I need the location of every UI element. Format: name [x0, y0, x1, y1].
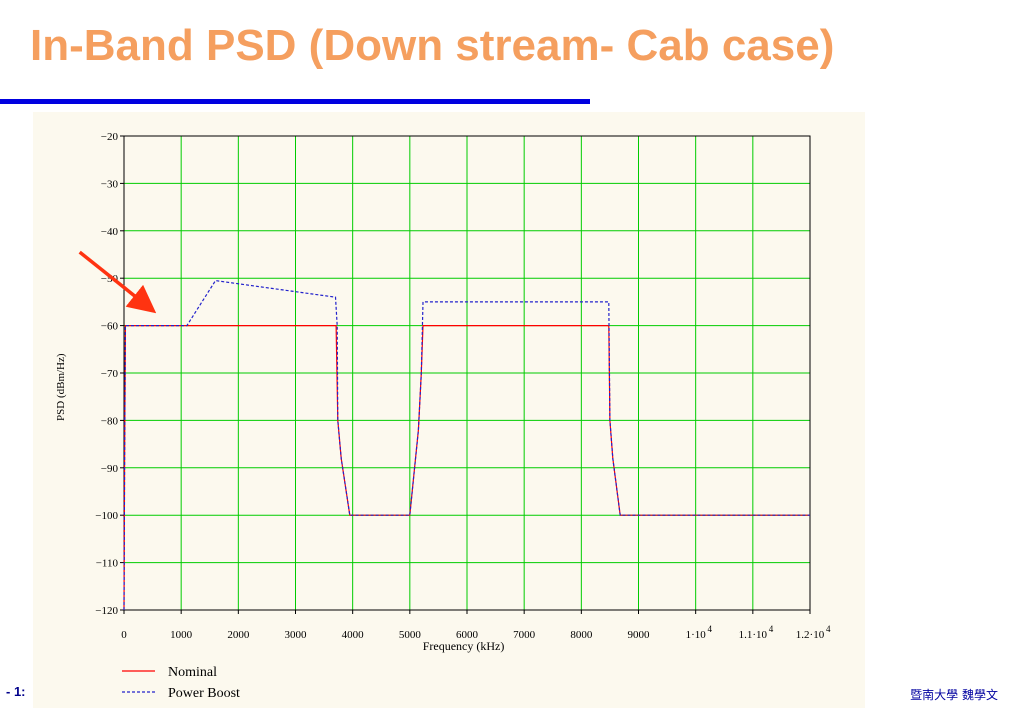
chart-panel: −20 −30 −40 −50 −60 −70 −80 −90 −100 −110 −120 0 10… — [33, 112, 865, 708]
x-tick-label: 1.2·10 — [796, 629, 825, 641]
legend: Nominal Power Boost — [122, 665, 240, 701]
series-line-power-boost — [123, 279, 810, 611]
y-tick-label: −30 — [101, 178, 119, 190]
y-tick-label: −20 — [101, 131, 119, 143]
y-axis-label: PSD (dBm/Hz) — [55, 353, 67, 421]
page-number: - 1: — [6, 684, 26, 699]
x-tick-exponent: 4 — [769, 624, 774, 634]
y-tick-label: −80 — [101, 415, 119, 427]
y-tick-label: −120 — [95, 605, 118, 617]
footer-credit: 暨南大學 魏學文 — [910, 688, 998, 702]
x-tick-label: 0 — [121, 629, 127, 641]
legend-label: Nominal — [168, 665, 217, 680]
x-tick-label: 1·10 — [686, 629, 707, 641]
x-tick-label: 6000 — [456, 629, 479, 641]
x-tick-label: 8000 — [570, 629, 593, 641]
x-tick-label: 4000 — [342, 629, 365, 641]
x-tick-label: 2000 — [227, 629, 250, 641]
title-underline — [0, 99, 590, 104]
x-axis-ticks: 0 1000 2000 3000 4000 5000 6000 7000 8000 9000 1·1… — [121, 610, 831, 641]
x-tick-exponent: 4 — [708, 624, 713, 634]
y-tick-label: −70 — [101, 368, 119, 380]
x-tick-label: 7000 — [513, 629, 536, 641]
slide-title: In-Band PSD (Down stream- Cab case) — [30, 21, 835, 70]
x-axis-label: Frequency (kHz) — [423, 639, 505, 653]
series-lines — [123, 279, 810, 611]
x-tick-label: 1.1·10 — [739, 629, 768, 641]
y-axis-ticks: −20 −30 −40 −50 −60 −70 −80 −90 −100 −110 −120 — [95, 131, 124, 617]
legend-label: Power Boost — [168, 686, 240, 701]
y-tick-label: −100 — [95, 510, 118, 522]
y-tick-label: −90 — [101, 463, 119, 475]
y-tick-label: −50 — [101, 273, 119, 285]
x-tick-exponent: 4 — [826, 624, 831, 634]
x-tick-label: 1000 — [170, 629, 193, 641]
x-tick-label: 3000 — [285, 629, 308, 641]
psd-chart: −20 −30 −40 −50 −60 −70 −80 −90 −100 −110 −120 0 10… — [55, 131, 831, 701]
y-tick-label: −40 — [101, 226, 119, 238]
y-tick-label: −60 — [101, 321, 119, 333]
annotation-arrow — [78, 250, 157, 314]
y-tick-label: −110 — [96, 558, 119, 570]
grid-lines — [123, 135, 811, 611]
x-tick-label: 9000 — [628, 629, 651, 641]
x-tick-label: 5000 — [399, 629, 422, 641]
